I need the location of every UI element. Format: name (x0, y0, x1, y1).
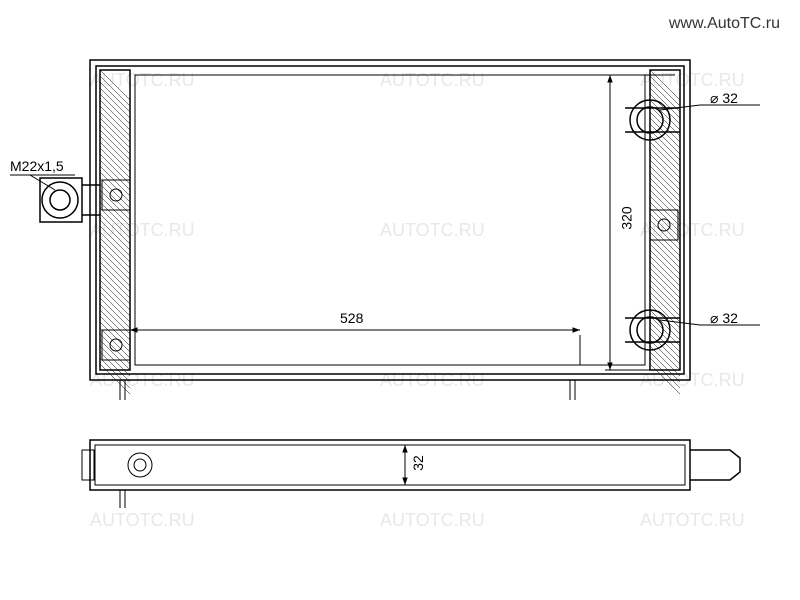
dim-thread: M22x1,5 (10, 158, 64, 174)
dim-dia-top: ⌀ 32 (710, 90, 738, 107)
dim-height-320: 320 (619, 206, 635, 229)
source-url: www.AutoTC.ru (669, 15, 780, 33)
dim-thickness: 32 (410, 455, 426, 471)
dim-width-528: 528 (340, 310, 363, 326)
dim-dia-bottom: ⌀ 32 (710, 310, 738, 327)
technical-drawing (0, 0, 800, 600)
